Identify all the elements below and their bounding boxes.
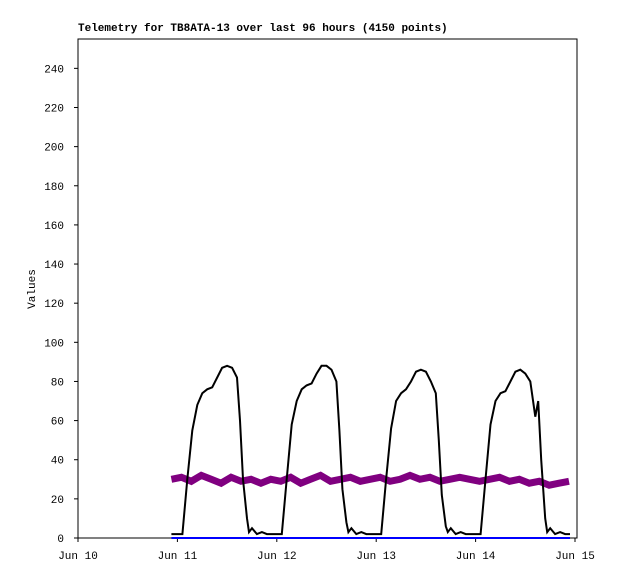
y-tick-label: 0	[57, 534, 64, 546]
x-tick-label: Jun 15	[555, 551, 595, 563]
x-tick-label: Jun 14	[456, 551, 496, 563]
y-tick-label: 240	[44, 64, 64, 76]
y-tick-label: 20	[51, 495, 64, 507]
y-tick-label: 60	[51, 417, 64, 429]
y-axis-label: Values	[27, 269, 39, 309]
y-tick-label: 160	[44, 221, 64, 233]
y-tick-label: 200	[44, 143, 64, 155]
chart-title: Telemetry for TB8ATA-13 over last 96 hou…	[78, 23, 448, 35]
x-tick-label: Jun 12	[257, 551, 297, 563]
y-tick-label: 80	[51, 377, 64, 389]
y-tick-label: 100	[44, 338, 64, 350]
series-line	[170, 471, 570, 489]
y-tick-label: 220	[44, 103, 64, 115]
y-tick-label: 180	[44, 182, 64, 194]
y-tick-label: 120	[44, 299, 64, 311]
x-tick-label: Jun 10	[58, 551, 98, 563]
plot-frame	[77, 38, 578, 539]
y-tick-label: 140	[44, 260, 64, 272]
y-tick-label: 40	[51, 456, 64, 468]
x-tick-label: Jun 13	[356, 551, 396, 563]
x-tick-label: Jun 11	[158, 551, 198, 563]
series-line	[171, 364, 570, 536]
